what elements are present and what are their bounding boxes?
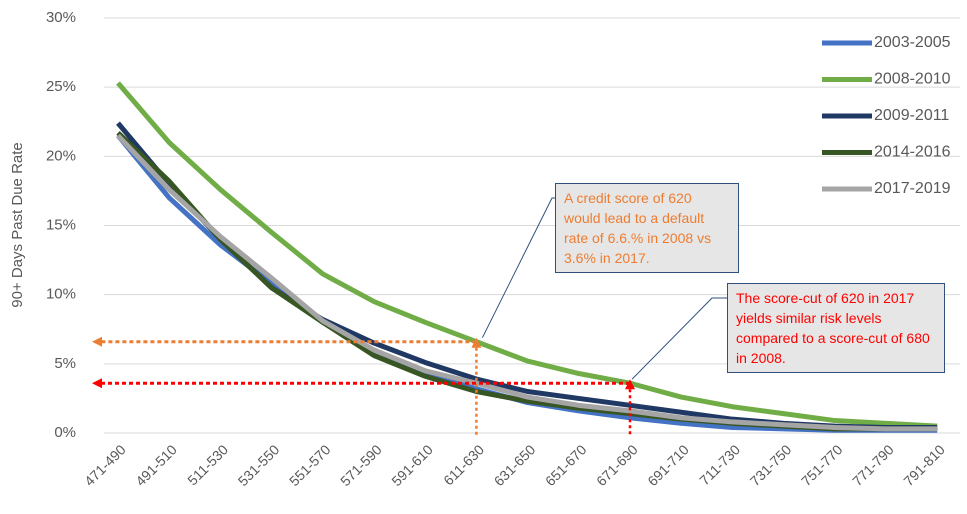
y-tick-label: 5%: [54, 355, 76, 372]
x-tick-label: 711-730: [696, 441, 743, 488]
legend-label: 2014-2016: [874, 144, 951, 161]
y-tick-label: 0%: [54, 424, 76, 441]
x-tick-label: 471-490: [81, 441, 129, 489]
legend-label: 2003-2005: [874, 34, 951, 51]
x-tick-label: 511-530: [184, 441, 231, 488]
x-tick-label: 491-510: [132, 441, 180, 489]
x-tick-label: 651-670: [542, 441, 590, 489]
annotation: The score-cut of 620 in 2017 yields simi…: [727, 283, 945, 373]
annotation: A credit score of 620 would lead to a de…: [555, 183, 739, 273]
y-tick-label: 30%: [46, 9, 76, 26]
series-line: [116, 81, 938, 429]
legend-label: 2017-2019: [874, 180, 951, 197]
y-tick-label: 20%: [46, 147, 76, 164]
x-tick-label: 531-550: [235, 441, 283, 489]
arrow-head: [92, 336, 102, 347]
x-tick-label: 771-790: [849, 441, 897, 489]
series-line: [116, 131, 938, 432]
x-tick-label: 671-690: [593, 441, 641, 489]
x-tick-label: 551-570: [286, 441, 334, 489]
x-tick-label: 611-630: [440, 441, 487, 488]
y-tick-label: 15%: [46, 216, 76, 233]
arrow-head: [471, 337, 482, 348]
x-tick-label: 591-610: [388, 441, 436, 489]
callout-line: [631, 297, 727, 380]
arrow-head: [92, 378, 102, 389]
x-tick-label: 791-810: [900, 441, 948, 489]
x-tick-label: 731-750: [747, 441, 795, 489]
y-tick-label: 10%: [46, 286, 76, 303]
legend-label: 2009-2011: [874, 107, 949, 124]
x-tick-label: 571-590: [337, 441, 385, 489]
arrow-head: [625, 379, 635, 390]
x-tick-label: 751-770: [798, 441, 846, 489]
series-line: [116, 133, 938, 432]
x-tick-label: 631-650: [491, 441, 539, 489]
legend-label: 2008-2010: [874, 71, 951, 88]
series-line: [116, 121, 938, 430]
y-axis-label: 90+ Days Past Due Rate: [9, 142, 26, 308]
y-tick-label: 25%: [46, 78, 76, 95]
x-tick-label: 691-710: [644, 441, 692, 489]
